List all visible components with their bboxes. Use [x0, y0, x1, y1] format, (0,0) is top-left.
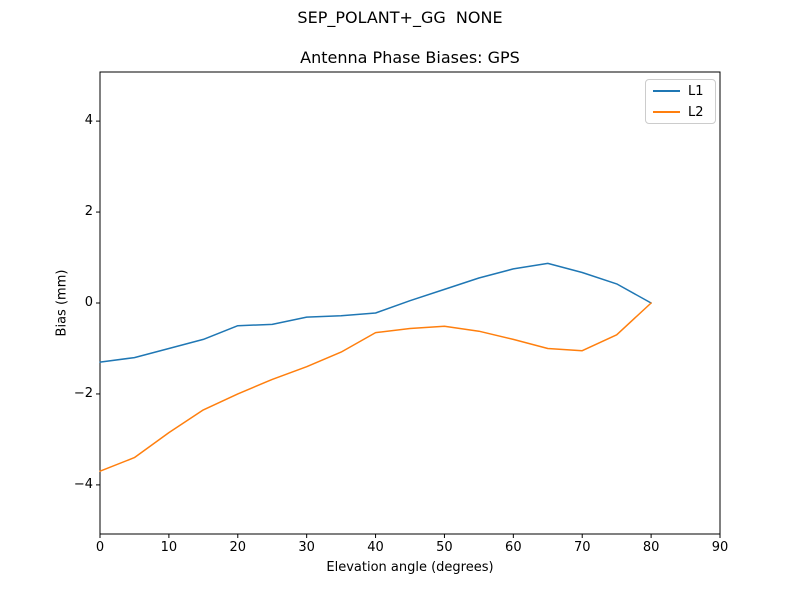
x-tick-label: 20 [229, 540, 247, 555]
line-l2 [99, 302, 652, 472]
legend-line-sample [653, 90, 680, 92]
y-tick-label: 2 [84, 204, 93, 220]
line-l1 [99, 262, 652, 363]
x-tick-label: 0 [95, 540, 105, 555]
legend-line-sample [653, 111, 680, 113]
y-tick-label: 0 [84, 295, 93, 310]
x-tick-label: 50 [436, 540, 453, 555]
axes-title: Antenna Phase Biases: GPS [300, 48, 520, 67]
x-tick-label: 60 [505, 540, 522, 555]
x-tick-label: 30 [298, 540, 315, 555]
x-tick-label: 70 [573, 540, 591, 555]
axes-frame [99, 71, 721, 535]
legend-item-l1: L1 [653, 83, 708, 100]
y-tick-label: 4 [84, 113, 93, 129]
legend-item-l2: L2 [653, 104, 708, 121]
x-axis-label: Elevation angle (degrees) [326, 560, 494, 575]
x-tick-label: 80 [642, 540, 660, 555]
x-tick-label: 90 [711, 540, 729, 555]
legend-label: L2 [688, 104, 704, 120]
y-tick-label: −4 [73, 476, 93, 492]
legend: L1 L2 [645, 79, 716, 124]
legend-label: L1 [688, 83, 704, 99]
y-tick-label: −2 [73, 385, 93, 401]
x-tick-label: 40 [367, 540, 384, 555]
x-tick-label: 10 [160, 540, 178, 555]
figure-title: SEP_POLANT+_GG NONE [297, 8, 503, 27]
